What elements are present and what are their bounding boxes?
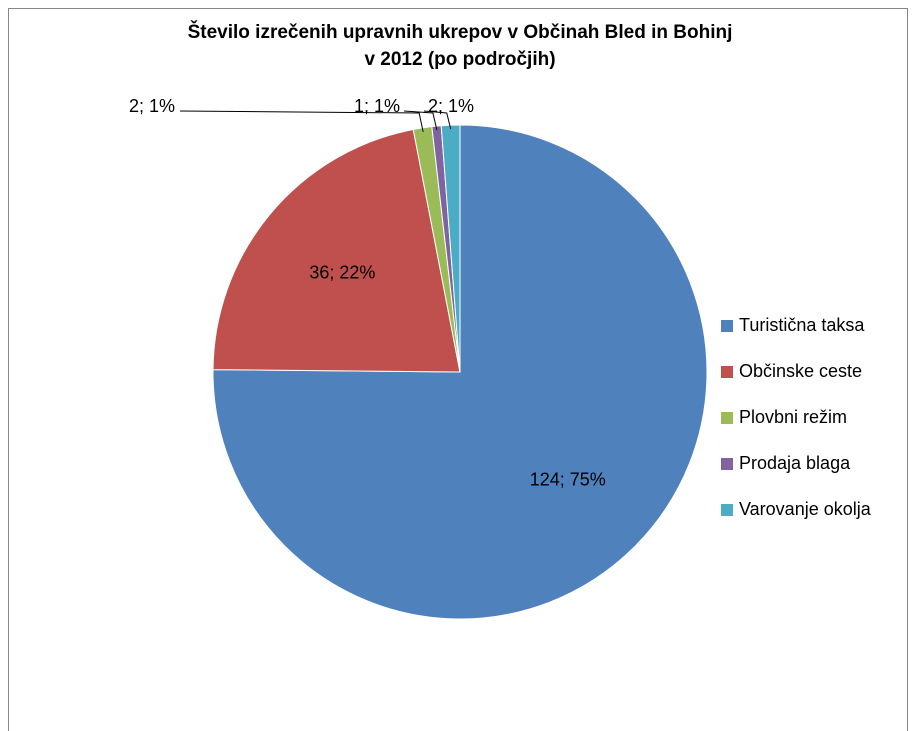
chart-frame (8, 8, 908, 731)
legend-swatch (721, 366, 733, 378)
legend-label: Varovanje okolja (739, 499, 872, 519)
pie-slice (440, 124, 461, 373)
data-label: 1; 1% (354, 96, 400, 116)
leader-line (423, 110, 452, 130)
data-label: 2; 1% (428, 96, 474, 116)
legend-swatch (721, 458, 733, 470)
legend-swatch (721, 412, 733, 424)
leader-line (403, 110, 438, 131)
legend-label: Turistična taksa (739, 315, 865, 335)
data-label: 36; 22% (309, 263, 375, 283)
leader-line (179, 110, 424, 132)
legend-label: Prodaja blaga (739, 453, 851, 473)
legend-label: Občinske ceste (739, 361, 862, 381)
chart-title: v 2012 (po področjih) (364, 49, 555, 70)
legend-label: Plovbni režim (739, 407, 847, 427)
chart-title: Število izrečenih upravnih ukrepov v Obč… (188, 21, 733, 43)
legend-swatch (721, 504, 733, 516)
pie-slice (212, 128, 461, 373)
legend-swatch (721, 320, 733, 332)
data-label: 2; 1% (129, 96, 175, 116)
data-label: 124; 75% (530, 470, 606, 490)
